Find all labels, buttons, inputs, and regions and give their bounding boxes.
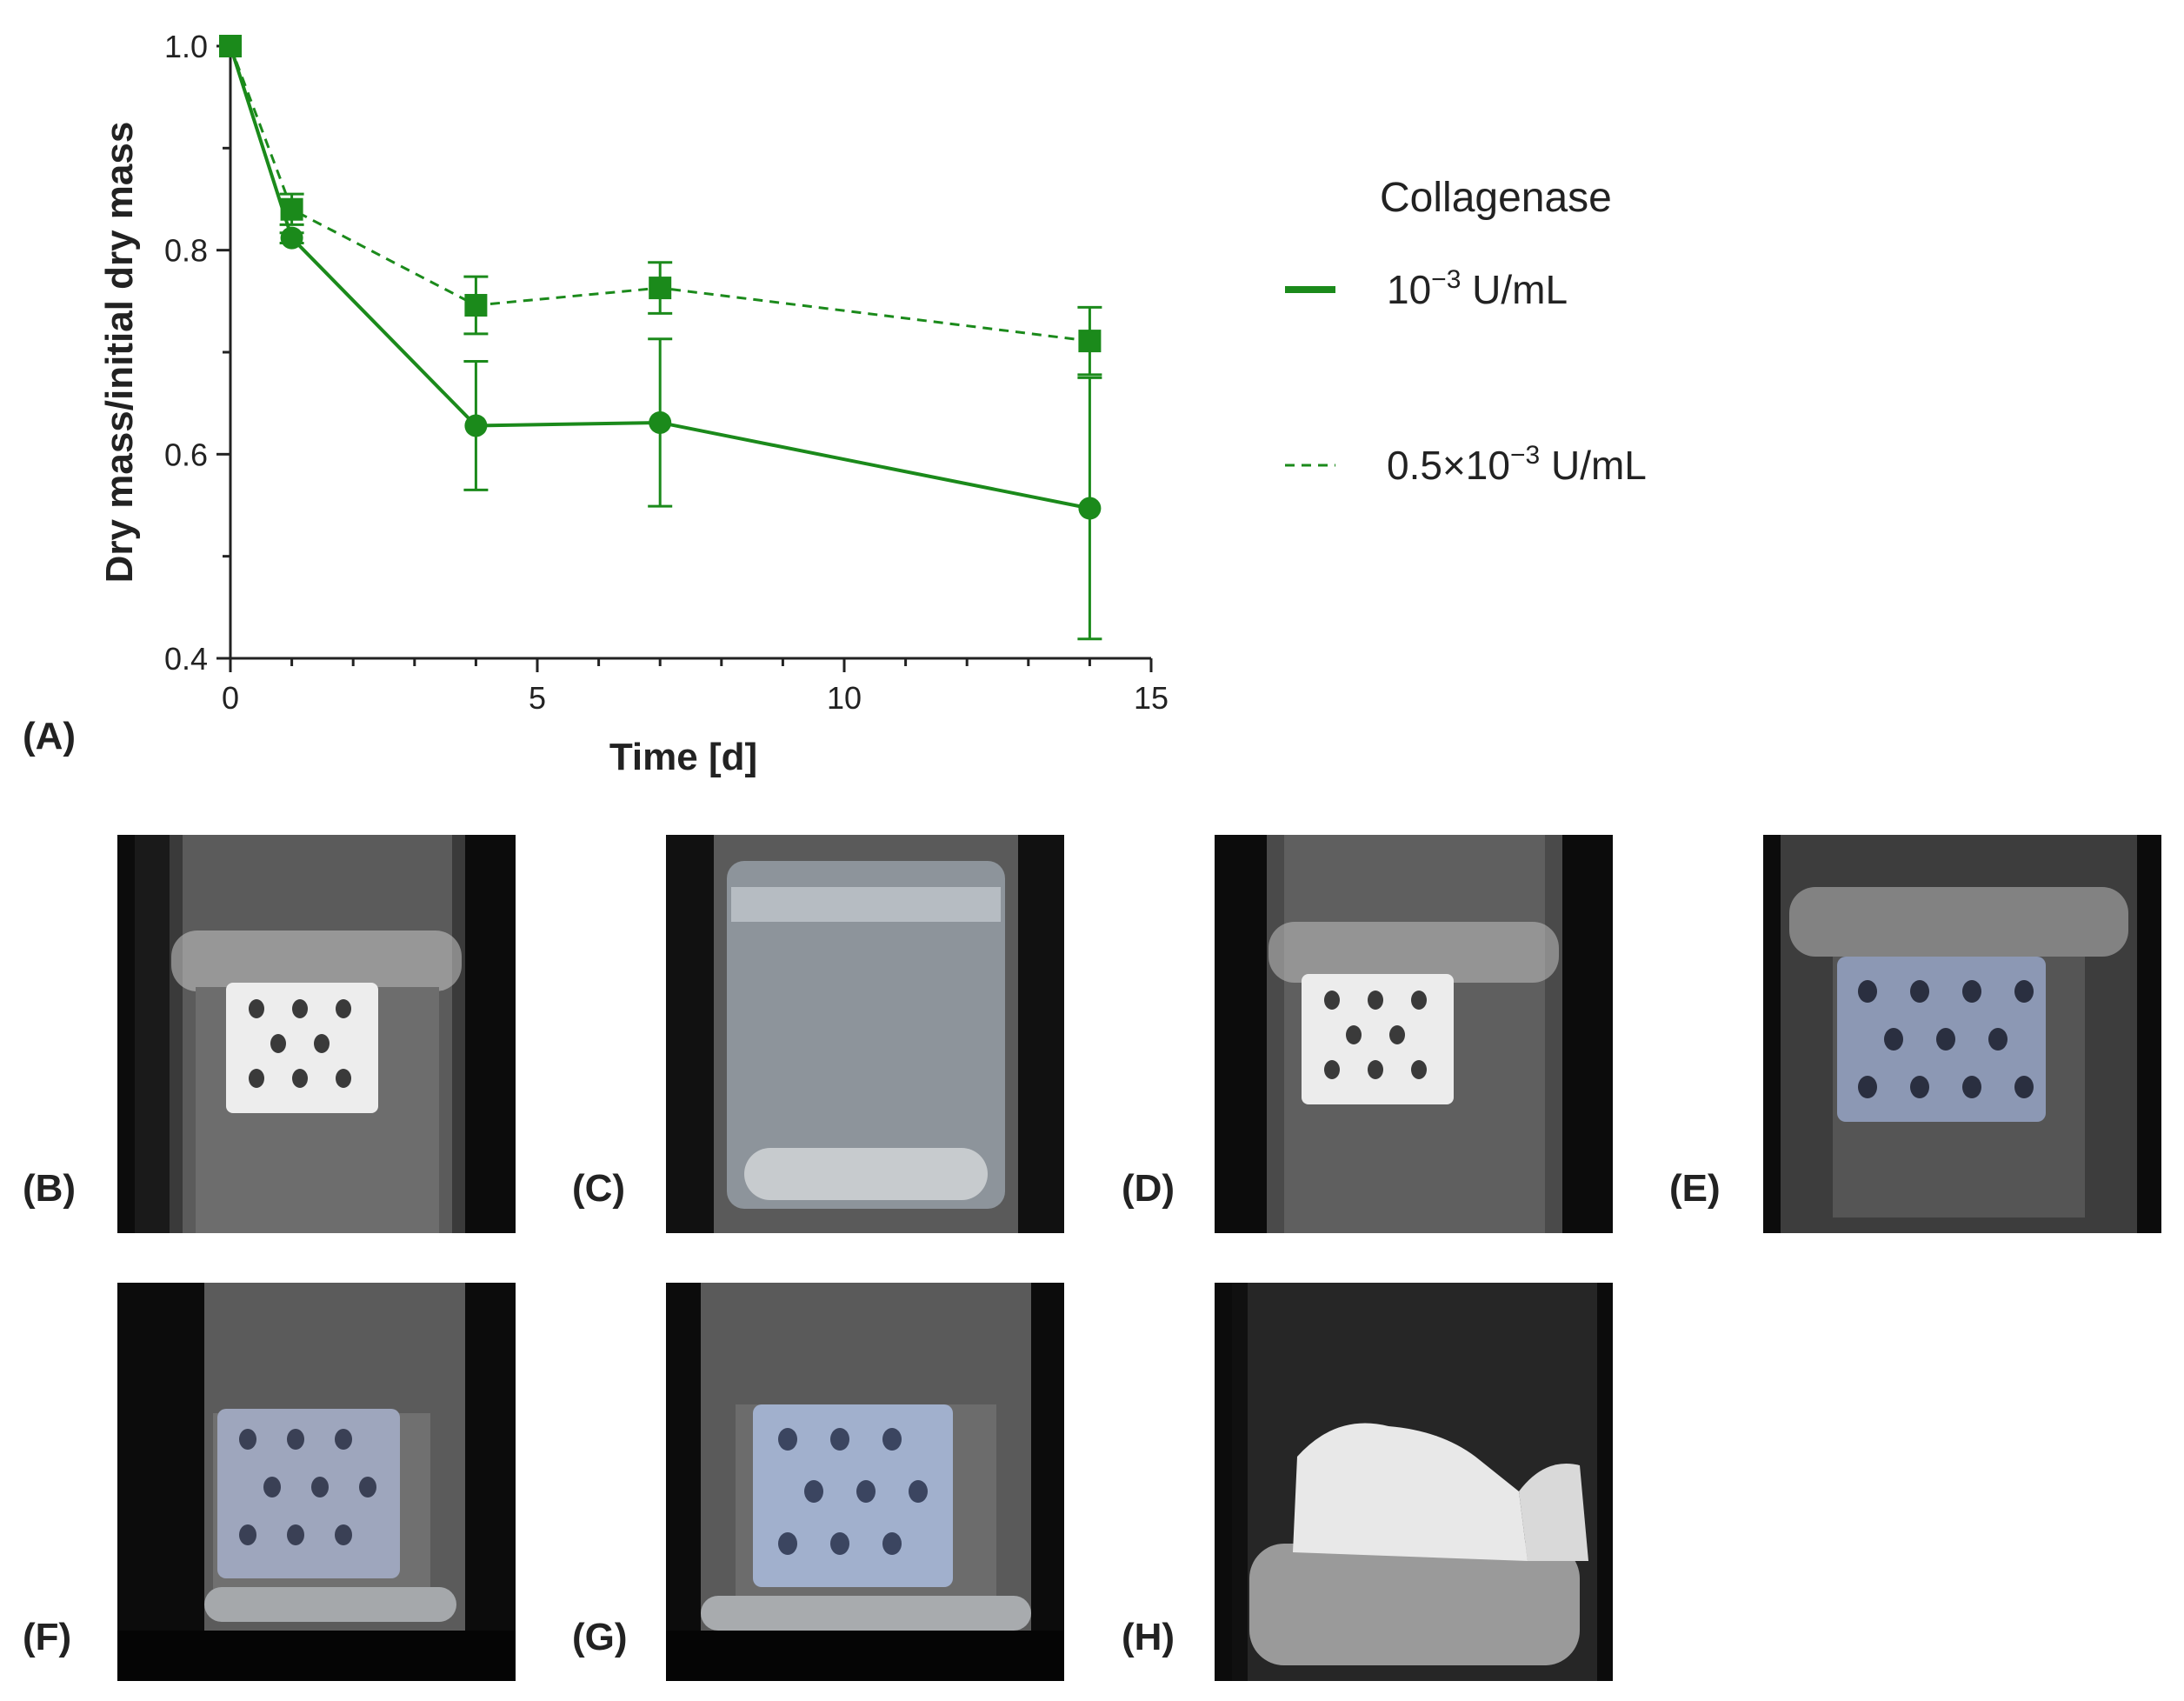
data-point-circle bbox=[464, 414, 488, 437]
vial-image-f bbox=[117, 1283, 516, 1681]
photo-g bbox=[666, 1283, 1064, 1681]
vial-image-e bbox=[1781, 835, 2137, 1233]
data-point-square bbox=[280, 197, 303, 221]
panel-label-h: (H) bbox=[1122, 1616, 1175, 1658]
panel-label-c: (C) bbox=[572, 1167, 626, 1210]
photo-b bbox=[117, 835, 516, 1233]
data-point-square bbox=[1078, 330, 1102, 353]
vial-image-h bbox=[1232, 1283, 1597, 1681]
y-tick-label: 0.4 bbox=[164, 641, 208, 677]
y-axis-label: Dry mass/initial dry mass bbox=[98, 122, 141, 584]
legend-label-1: 10−3 U/mL bbox=[1387, 265, 1568, 312]
photo-d bbox=[1215, 835, 1613, 1233]
degradation-chart: 0.4 0.6 0.8 1.0 0 5 10 15 Time [d] Dry mass/ini… bbox=[98, 29, 1647, 778]
photo-e bbox=[1763, 835, 2161, 1233]
legend-title: Collagenase bbox=[1380, 175, 1612, 221]
panel-label-e: (E) bbox=[1669, 1167, 1721, 1210]
panel-label-b: (B) bbox=[23, 1167, 77, 1210]
data-point-square bbox=[649, 277, 672, 300]
data-point-square bbox=[464, 294, 488, 317]
x-tick-label: 5 bbox=[529, 680, 546, 716]
panel-label-d: (D) bbox=[1122, 1167, 1175, 1210]
panel-label-f: (F) bbox=[23, 1616, 72, 1658]
data-point-circle bbox=[1078, 497, 1102, 520]
panel-label-a: (A) bbox=[23, 715, 77, 757]
x-tick-label: 15 bbox=[1134, 680, 1169, 716]
y-tick-label: 1.0 bbox=[164, 29, 208, 64]
y-tick-label: 0.6 bbox=[164, 437, 208, 472]
photo-c bbox=[666, 835, 1064, 1233]
data-point-circle bbox=[280, 226, 303, 250]
photo-h bbox=[1215, 1283, 1613, 1681]
x-tick-label: 10 bbox=[827, 680, 862, 716]
data-point-circle bbox=[649, 410, 672, 434]
vial-image-d bbox=[1267, 835, 1562, 1233]
photo-f bbox=[117, 1283, 516, 1681]
y-tick-label: 0.8 bbox=[164, 233, 208, 269]
x-axis-label: Time [d] bbox=[609, 736, 757, 778]
vial-image-c bbox=[666, 835, 1064, 1233]
legend: Collagenase 10−3 U/mL 0.5×10−3 U/mL bbox=[1285, 175, 1647, 488]
panel-label-g: (G) bbox=[572, 1616, 628, 1658]
data-point-square bbox=[219, 35, 242, 57]
legend-label-2: 0.5×10−3 U/mL bbox=[1387, 441, 1647, 488]
vial-image-g bbox=[666, 1283, 1064, 1681]
x-tick-label: 0 bbox=[222, 680, 239, 716]
vial-image-b bbox=[135, 835, 465, 1233]
